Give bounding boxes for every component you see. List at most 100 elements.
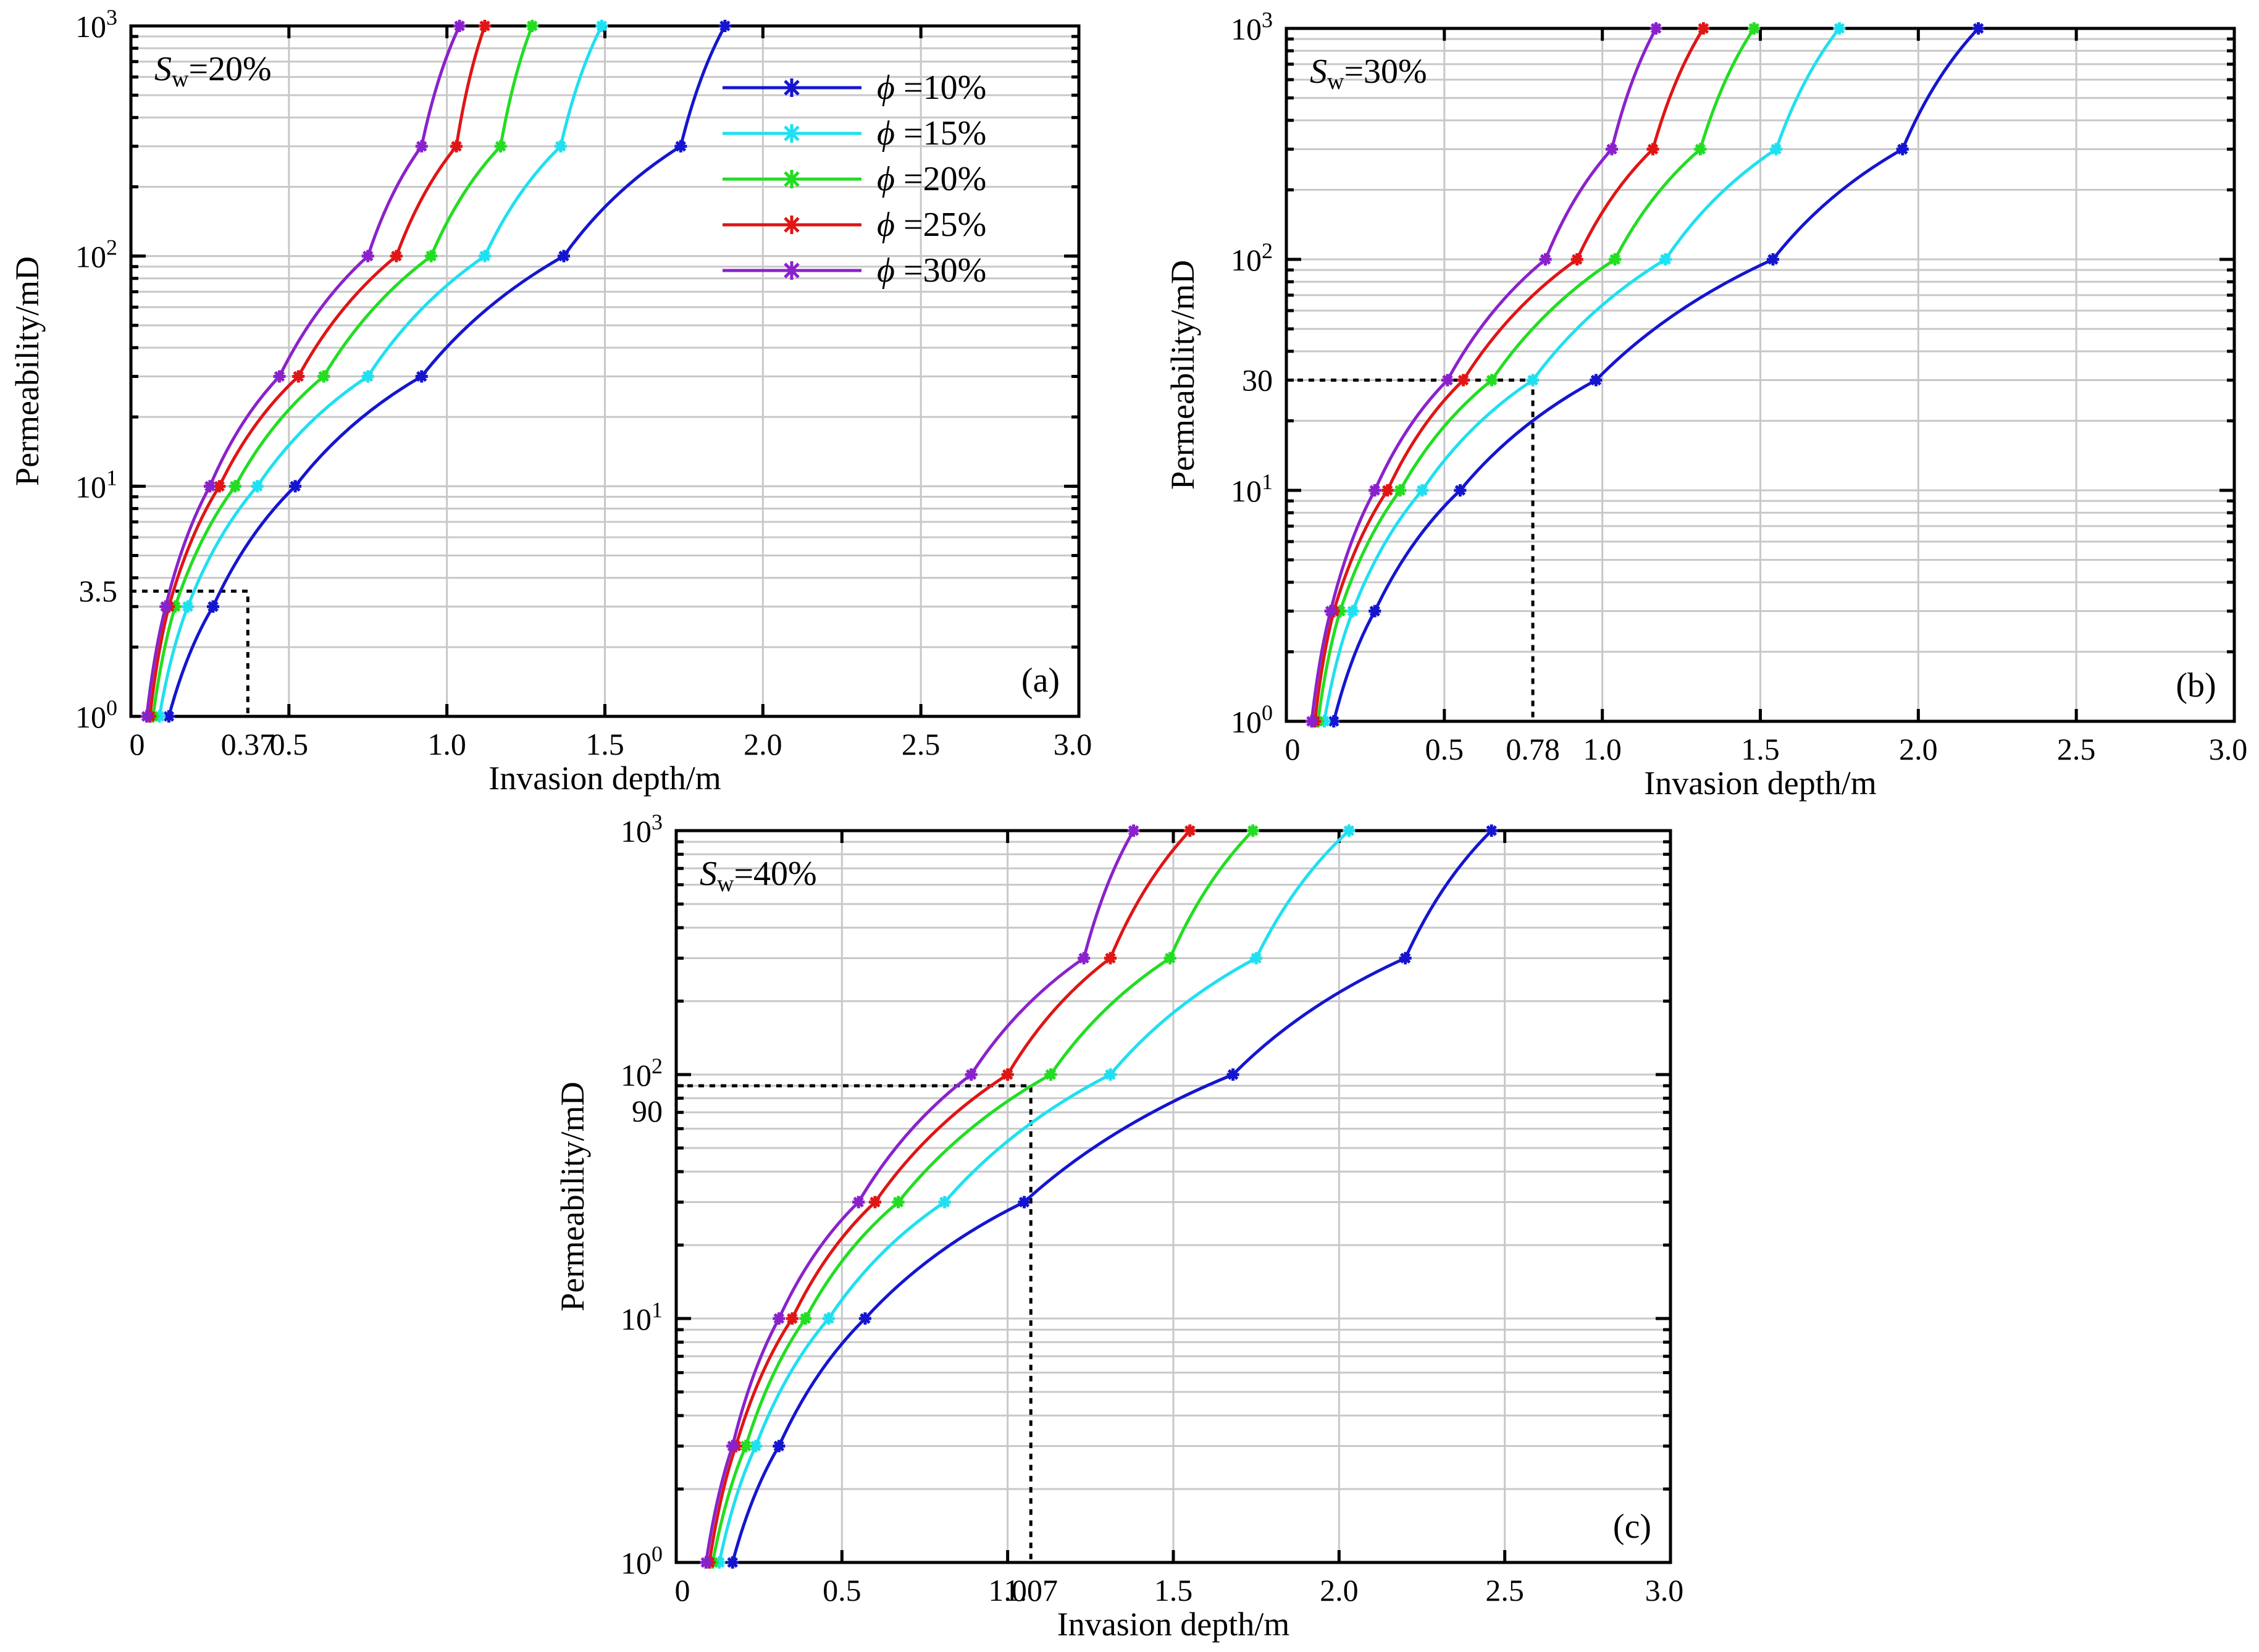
data-point	[453, 20, 466, 32]
y-tick-label: 100	[75, 695, 117, 734]
data-point	[1896, 143, 1909, 156]
data-point-stroke	[182, 601, 193, 612]
legend-marker	[784, 80, 800, 96]
y-tick-label: 101	[1231, 469, 1273, 508]
data-point	[228, 480, 241, 493]
data-point	[162, 710, 175, 723]
data-point-stroke	[727, 1440, 739, 1452]
data-point-stroke	[596, 20, 608, 31]
x-axis-label: Invasion depth/m	[1644, 765, 1876, 802]
data-point-stroke	[787, 1313, 798, 1324]
data-point	[1659, 253, 1672, 266]
data-point-stroke	[1078, 952, 1089, 964]
data-point-stroke	[1018, 1196, 1030, 1208]
legend-marker	[784, 262, 800, 279]
data-point-stroke	[1571, 254, 1583, 265]
series-phi_30	[1305, 22, 1662, 727]
data-point	[852, 1196, 865, 1209]
data-point-stroke	[727, 1557, 739, 1568]
panel-label: (c)	[1613, 1507, 1651, 1546]
series-phi_30	[140, 20, 466, 723]
data-point-stroke	[527, 20, 538, 31]
data-point-stroke	[700, 1557, 712, 1568]
data-point	[1694, 143, 1707, 156]
data-point	[1183, 824, 1196, 837]
series-phi_15	[1318, 22, 1846, 727]
y-axis-label: Permeability/mD	[9, 256, 46, 486]
data-point-stroke	[1306, 716, 1317, 727]
data-point	[207, 600, 220, 613]
data-point-stroke	[1457, 374, 1469, 386]
data-point	[273, 370, 286, 383]
data-point-stroke	[293, 371, 304, 382]
data-point-stroke	[1972, 23, 1984, 34]
data-point-stroke	[853, 1196, 864, 1208]
data-point-stroke	[251, 480, 263, 492]
data-point-stroke	[495, 141, 506, 152]
data-point-stroke	[1105, 1069, 1116, 1080]
data-point	[450, 140, 463, 153]
data-point-stroke	[1647, 143, 1659, 155]
data-point-stroke	[800, 1313, 811, 1324]
data-point	[1246, 824, 1259, 837]
series-phi_15	[713, 824, 1356, 1569]
data-point	[938, 1196, 951, 1209]
data-point-stroke	[318, 371, 329, 382]
data-point-stroke	[1105, 952, 1116, 964]
data-point	[1590, 374, 1603, 387]
data-point-stroke	[1650, 23, 1662, 34]
y-tick-label: 102	[621, 1054, 663, 1092]
data-point-stroke	[773, 1313, 785, 1324]
data-point-stroke	[451, 141, 462, 152]
data-point-stroke	[163, 711, 175, 722]
y-axis-label: Permeability/mD	[1164, 260, 1201, 490]
data-point-stroke	[1251, 952, 1262, 964]
data-point	[140, 710, 153, 723]
y-tick-label: 101	[621, 1298, 663, 1336]
data-point-stroke	[1184, 825, 1196, 836]
data-point	[1609, 253, 1622, 266]
data-point	[718, 20, 731, 32]
data-point-stroke	[274, 371, 285, 382]
data-point	[595, 20, 608, 32]
legend-entry-label: ϕ =10%	[877, 69, 986, 107]
reference-guide	[131, 589, 249, 716]
data-point-stroke	[1698, 23, 1709, 34]
reference-x-label: 0.78	[1506, 732, 1560, 766]
data-point	[1324, 605, 1337, 618]
data-point	[1570, 253, 1583, 266]
x-tick-label: 2.0	[744, 727, 782, 761]
data-point	[1394, 484, 1407, 497]
data-point	[415, 370, 428, 383]
y-tick-label: 103	[75, 5, 117, 44]
data-point-stroke	[1590, 374, 1602, 386]
series-line	[718, 829, 1351, 1563]
y-tick-label: 103	[621, 810, 663, 849]
data-point-stroke	[1399, 952, 1411, 964]
reference-y-label: 90	[632, 1094, 663, 1128]
data-point	[479, 249, 492, 262]
grid	[131, 26, 1079, 716]
data-point-stroke	[416, 371, 427, 382]
data-point-stroke	[230, 480, 241, 492]
data-point-stroke	[1748, 23, 1760, 34]
y-tick-label: 100	[1231, 700, 1273, 739]
x-tick-label: 1.0	[1583, 732, 1622, 766]
data-point-stroke	[454, 20, 465, 31]
x-tick-label: 2.0	[1320, 1573, 1359, 1608]
data-point-stroke	[892, 1196, 904, 1208]
saturation-annotation: Sw=30%	[1310, 52, 1427, 94]
x-tick-label: 3.0	[1645, 1573, 1684, 1608]
data-point-stroke	[1164, 952, 1176, 964]
data-point-stroke	[1045, 1069, 1057, 1080]
data-point-stroke	[204, 480, 216, 492]
data-point-stroke	[1767, 254, 1779, 265]
series-phi_15	[153, 20, 608, 723]
x-tick-label: 1.5	[1741, 732, 1780, 766]
data-point-stroke	[1247, 825, 1259, 836]
y-tick-label: 102	[1231, 238, 1273, 277]
y-tick-label: 102	[75, 235, 117, 274]
x-tick-label: 2.5	[2057, 732, 2096, 766]
data-point-stroke	[1454, 485, 1466, 496]
data-point-stroke	[740, 1440, 752, 1452]
